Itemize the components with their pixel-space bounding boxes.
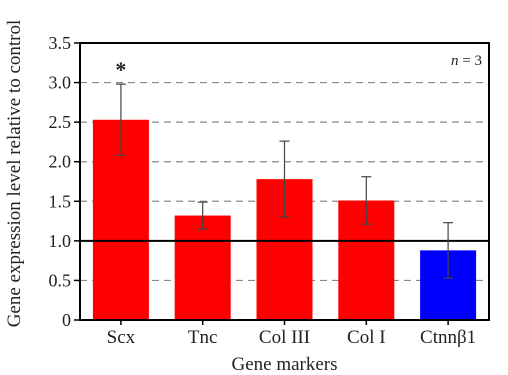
y-tick-label: 2.5 (49, 112, 72, 132)
x-axis-label: Gene markers (231, 354, 337, 375)
y-axis-ticks: 0 0.5 1.0 1.5 2.0 2.5 3.0 3.5 (49, 33, 80, 330)
significance-marker: * (115, 57, 126, 82)
sample-size-label: n = 3 (451, 53, 482, 69)
y-tick-label: 2.0 (49, 152, 72, 172)
y-tick-label: 3.5 (49, 33, 72, 53)
x-axis-ticks: Scx Tnc Col III Col I Ctnnβ1 (107, 320, 476, 348)
y-tick-label: 1.5 (49, 191, 72, 211)
y-tick-label: 1.0 (49, 231, 72, 251)
x-tick-label: Scx (107, 327, 136, 348)
x-tick-label: Col I (347, 327, 386, 348)
y-tick-label: 0 (62, 310, 71, 330)
x-tick-label: Tnc (188, 327, 218, 348)
error-bars (115, 83, 454, 279)
y-tick-label: 0.5 (49, 270, 72, 290)
x-tick-label: Ctnnβ1 (420, 327, 476, 348)
bar-tnc (174, 215, 231, 320)
y-tick-label: 3.0 (49, 73, 72, 93)
y-axis-label: Gene expression level relative to contro… (4, 20, 25, 328)
x-tick-label: Col III (259, 327, 310, 348)
